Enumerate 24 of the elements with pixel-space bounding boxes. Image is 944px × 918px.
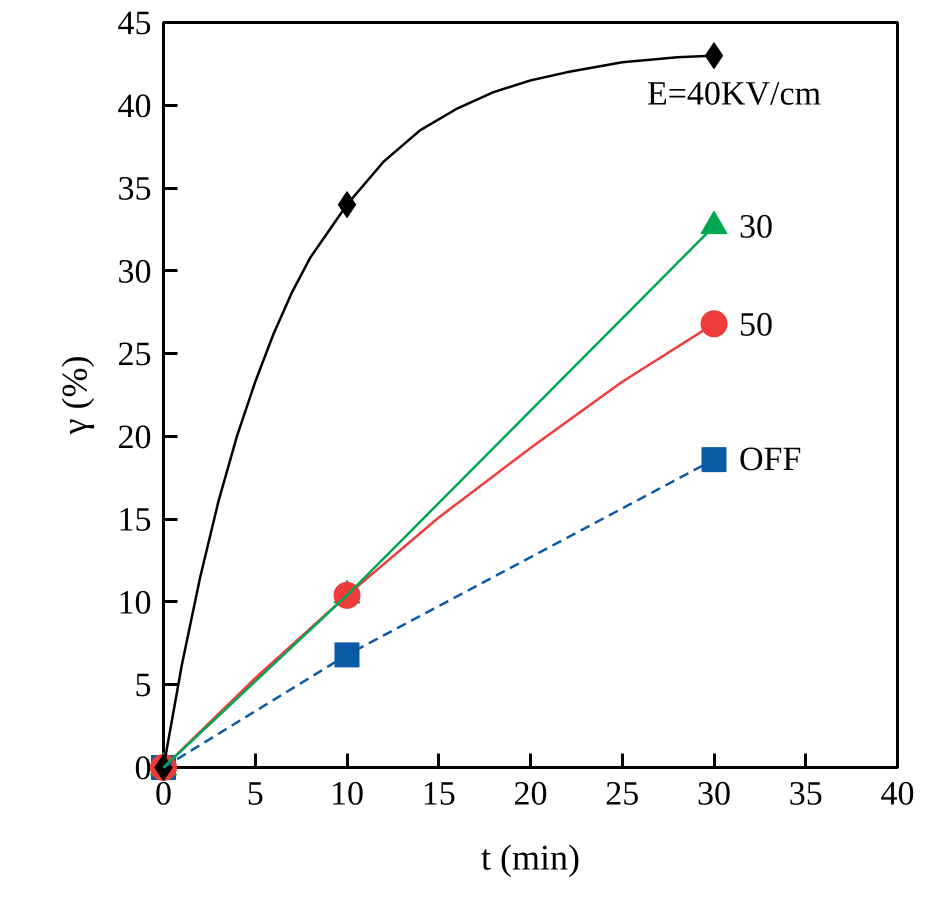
x-tick-label: 35 [788, 776, 823, 812]
y-tick-label: 35 [118, 170, 152, 208]
x-tick-label: 15 [422, 776, 456, 812]
x-tick-label: 40 [880, 776, 914, 812]
x-tick-label: 5 [246, 776, 264, 812]
y-tick-label: 10 [118, 584, 152, 622]
x-tick-label: 10 [330, 776, 364, 812]
y-tick-label: 15 [118, 502, 152, 539]
y-tick-label: 40 [118, 88, 152, 125]
x-tick-label: 25 [605, 776, 640, 812]
x-tick-label: 30 [697, 776, 731, 812]
series-label: 30 [739, 208, 773, 246]
y-axis-title: γ (%) [54, 356, 94, 436]
x-axis-title: t (min) [481, 838, 580, 878]
y-tick-label: 0 [134, 750, 152, 787]
y-tick-label: 30 [118, 253, 152, 290]
series-label: 50 [739, 306, 773, 344]
y-tick-label: 5 [134, 667, 152, 704]
x-tick-label: 20 [514, 776, 548, 812]
series-label: OFF [739, 441, 802, 478]
y-tick-label: 20 [118, 418, 152, 456]
y-tick-label: 45 [118, 5, 152, 42]
series-label: E=40KV/cm [646, 76, 822, 113]
y-tick-label: 25 [118, 336, 152, 374]
